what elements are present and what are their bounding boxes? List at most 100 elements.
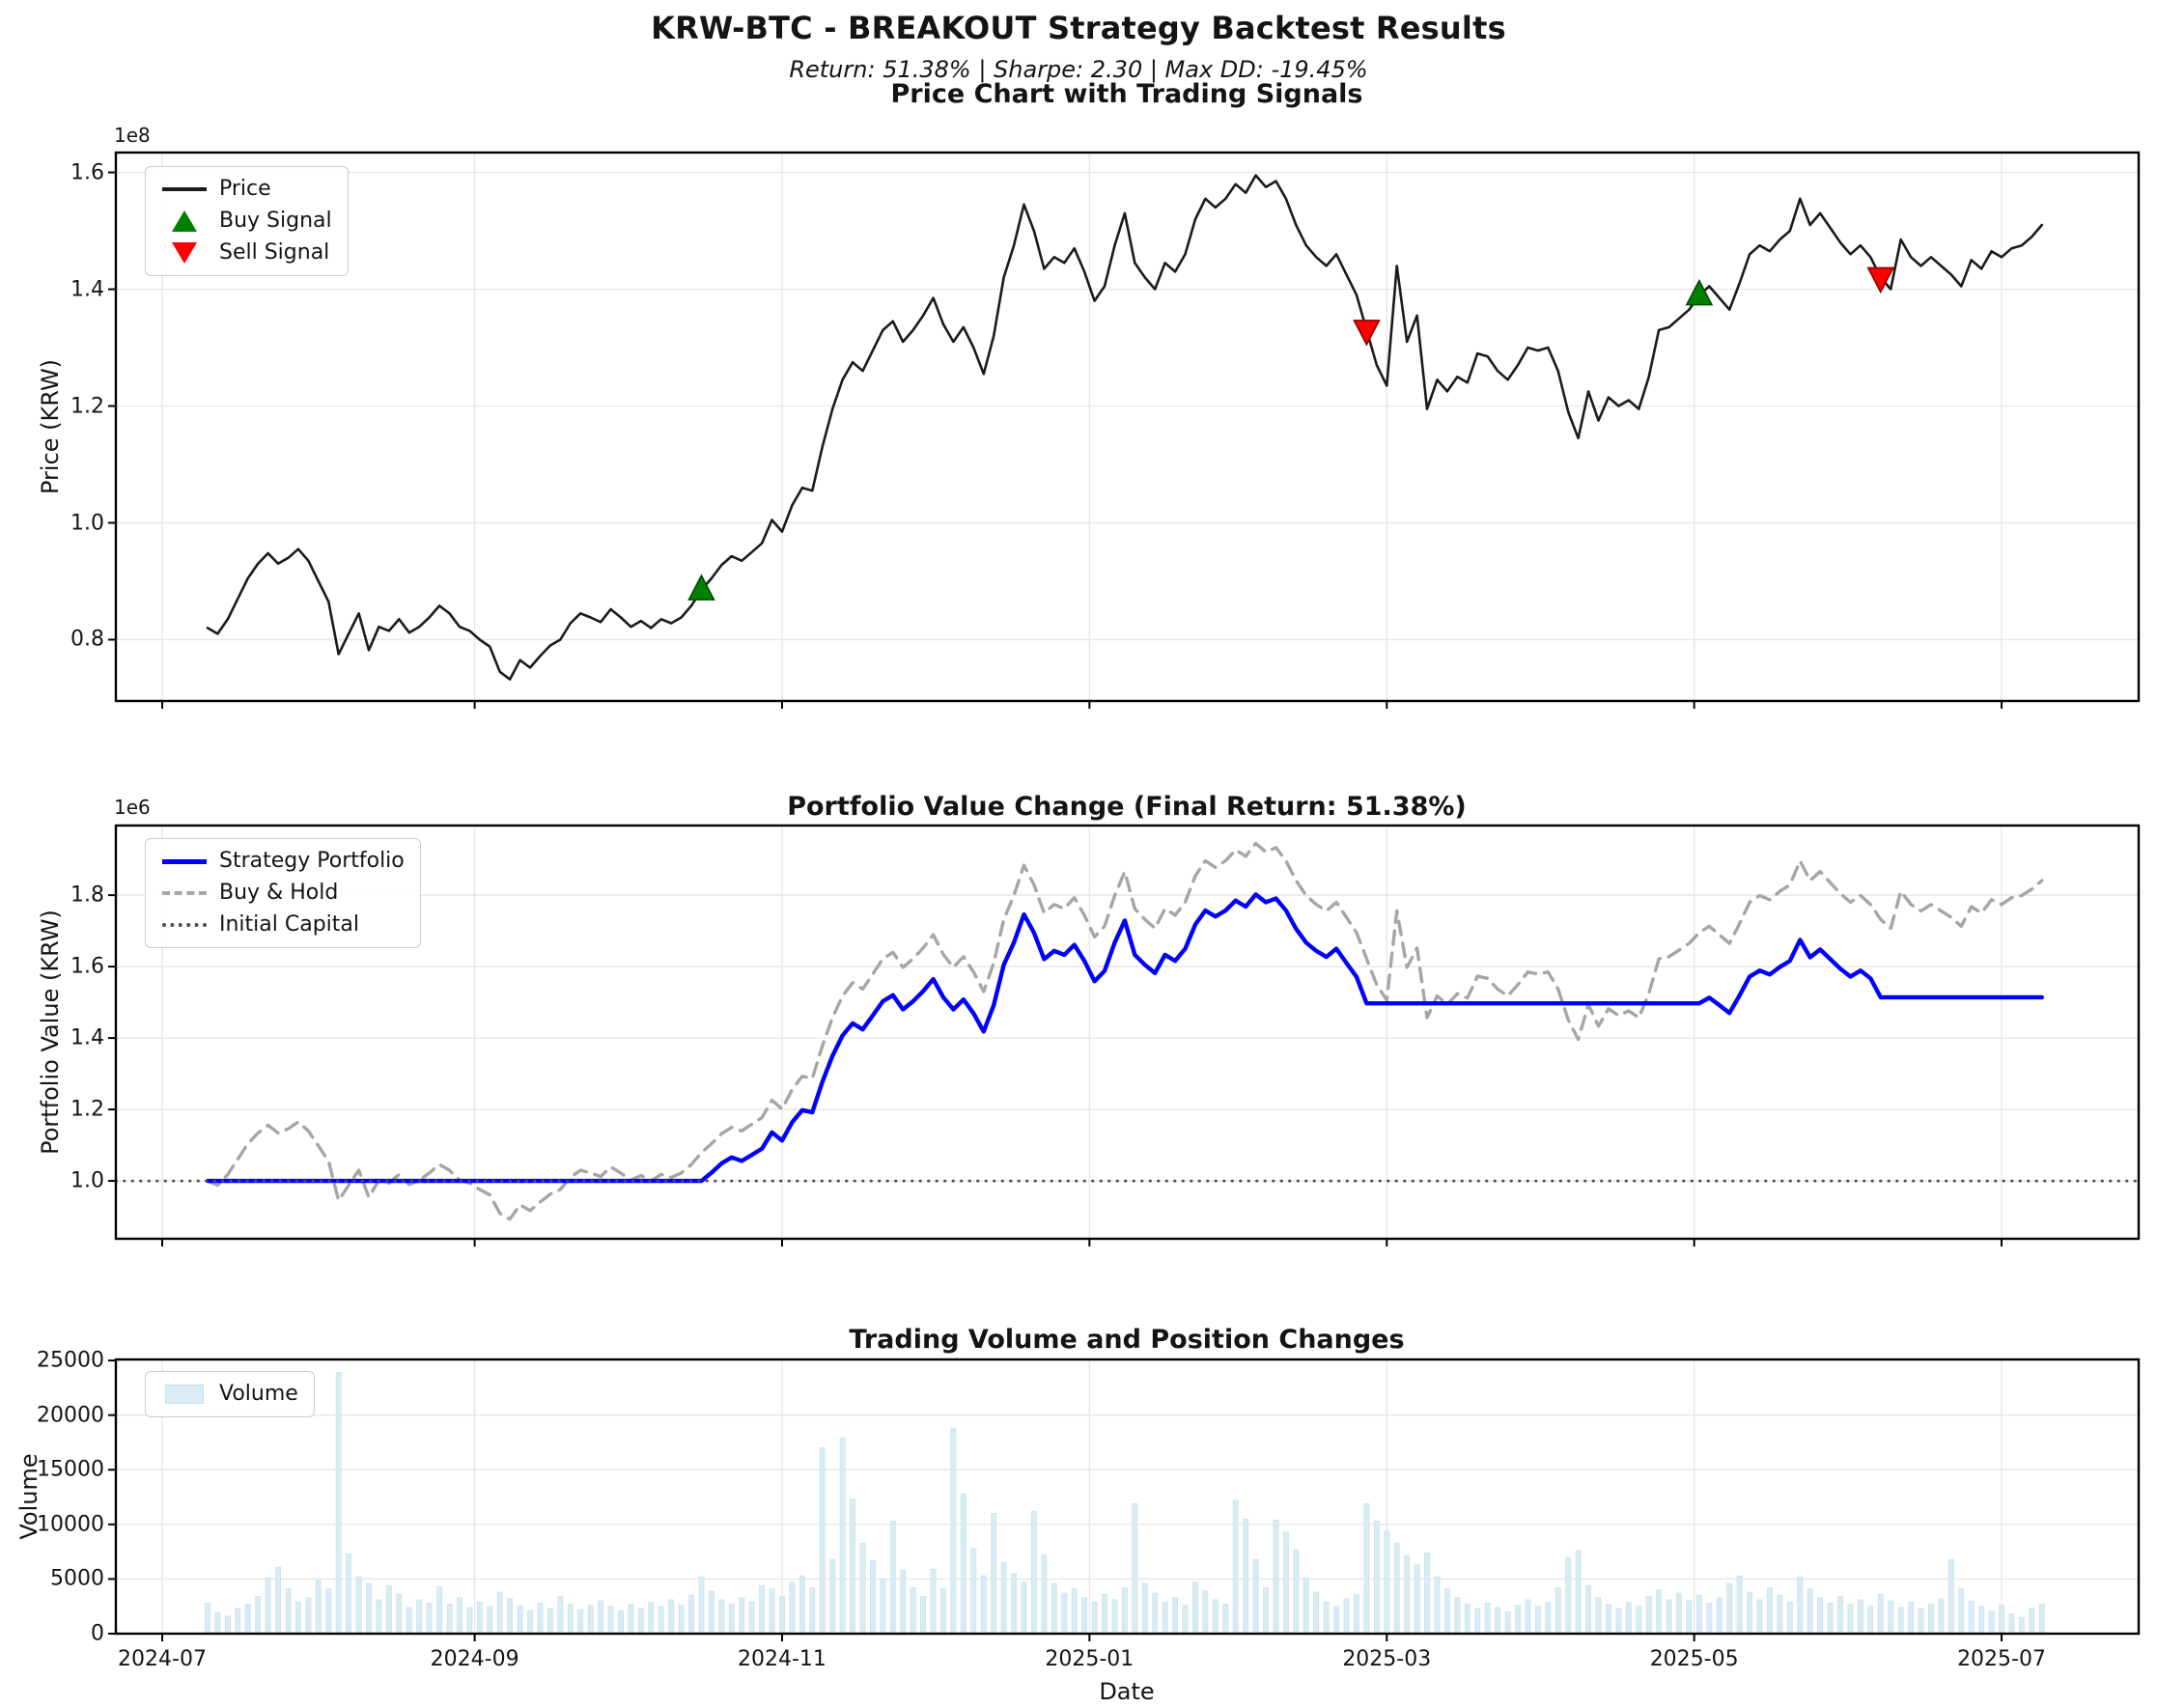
volume-bar: [839, 1438, 846, 1635]
legend-item-buy-signal: Buy Signal: [161, 209, 332, 234]
volume-bar: [587, 1605, 594, 1635]
volume-bar: [325, 1588, 332, 1635]
legend-item-initial-capital: Initial Capital: [161, 912, 405, 938]
volume-bar: [1384, 1530, 1390, 1635]
y-tick-label: 1.4: [70, 1025, 104, 1050]
volume-chart-title: Trading Volume and Position Changes: [849, 1325, 1405, 1355]
volume-bar: [1081, 1597, 1087, 1635]
volume-bar: [1354, 1594, 1359, 1635]
volume-bar: [244, 1604, 251, 1635]
volume-bar: [1444, 1588, 1450, 1635]
volume-bar: [658, 1606, 664, 1635]
y-tick-label: 0.8: [70, 627, 104, 652]
volume-bar: [850, 1498, 855, 1635]
volume-bar: [1000, 1562, 1007, 1635]
strategy-portfolio-line: [205, 892, 2045, 1184]
dotted-line-swatch-icon: [161, 923, 208, 927]
x-tick-label: 2024-11: [738, 1647, 826, 1671]
volume-bar: [2029, 1608, 2035, 1635]
volume-bar: [809, 1587, 816, 1635]
volume-bar: [637, 1608, 644, 1635]
axes-frame: [114, 824, 2141, 1241]
volume-bar: [466, 1607, 473, 1635]
volume-bar: [607, 1606, 614, 1635]
y-tick-label: 1.2: [70, 394, 104, 419]
y-tick-label: 1.4: [70, 277, 104, 302]
legend-label: Buy & Hold: [219, 881, 339, 905]
volume-bar: [527, 1610, 533, 1635]
volume-bar: [708, 1590, 714, 1635]
volume-bar: [1747, 1591, 1752, 1635]
volume-bar: [1888, 1600, 1894, 1635]
volume-bar: [376, 1599, 382, 1635]
volume-bar: [1908, 1601, 1914, 1635]
volume-bar: [728, 1604, 735, 1635]
volume-bar: [1968, 1600, 1975, 1635]
volume-bar: [1847, 1604, 1854, 1635]
x-tick-label: 2025-05: [1649, 1647, 1739, 1671]
sell-triangle-icon: [161, 242, 208, 264]
volume-bar: [940, 1588, 946, 1635]
volume-bar: [1102, 1594, 1107, 1635]
volume-bar: [1212, 1599, 1219, 1635]
y-tick-label: 15000: [37, 1457, 104, 1482]
dashed-line-swatch-icon: [161, 891, 208, 895]
volume-bar: [1877, 1594, 1884, 1635]
volume-bar: [1252, 1558, 1259, 1635]
volume-bar: [618, 1610, 624, 1635]
legend-item-strategy-portfolio: Strategy Portfolio: [161, 849, 405, 874]
sell-signal-marker: [1353, 320, 1381, 347]
volume-bar: [1595, 1597, 1602, 1635]
volume-bar: [1333, 1606, 1339, 1635]
price-chart-title: Price Chart with Trading Signals: [890, 79, 1363, 109]
volume-bar: [255, 1596, 262, 1635]
axes-frame: [114, 1358, 2141, 1636]
volume-bar: [546, 1608, 553, 1635]
volume-bar: [1162, 1601, 1168, 1635]
volume-bar: [1928, 1604, 1934, 1635]
sell-signal-marker: [1866, 266, 1895, 294]
volume-bar: [225, 1615, 231, 1635]
volume-bar: [889, 1521, 896, 1635]
volume-bar: [1263, 1587, 1269, 1635]
volume-bar: [1676, 1592, 1682, 1635]
volume-bar: [1313, 1591, 1320, 1635]
y-tick-label: 1.6: [70, 954, 104, 979]
volume-bar: [1736, 1575, 1743, 1635]
volume-bar: [1071, 1588, 1078, 1635]
volume-bar: [294, 1601, 301, 1635]
y-tick-label: 1.0: [70, 1168, 104, 1193]
volume-bar: [1182, 1605, 1189, 1635]
price-line: [206, 174, 2044, 681]
volume-bar: [2038, 1604, 2045, 1635]
volume-bar: [1636, 1606, 1642, 1635]
volume-bar: [1797, 1576, 1804, 1635]
volume-bar: [1535, 1606, 1541, 1635]
volume-bar: [628, 1604, 634, 1635]
volume-bar: [980, 1575, 987, 1635]
volume-bar: [910, 1587, 916, 1635]
volume-bar: [487, 1606, 493, 1635]
volume-bar: [406, 1607, 412, 1635]
volume-bar: [1817, 1597, 1823, 1635]
legend-label: Volume: [219, 1382, 298, 1406]
volume-bar: [779, 1596, 785, 1635]
volume-bar: [1575, 1550, 1582, 1635]
volume-bar: [1938, 1598, 1945, 1635]
portfolio-chart-title: Portfolio Value Change (Final Return: 51…: [787, 792, 1467, 822]
volume-bar: [819, 1447, 826, 1635]
volume-bar: [1021, 1582, 1027, 1635]
volume-bar: [1172, 1597, 1178, 1635]
volume-bar: [698, 1576, 705, 1635]
volume-bar: [1686, 1600, 1693, 1635]
volume-bar: [1414, 1564, 1420, 1635]
buy-hold-line: [206, 841, 2044, 1221]
y-tick-label: 20000: [37, 1403, 104, 1428]
x-axis-label: Date: [1099, 1678, 1155, 1705]
volume-bar: [305, 1597, 312, 1635]
buy-signal-marker: [687, 574, 715, 601]
volume-bar: [346, 1554, 351, 1635]
legend-item-buy-hold: Buy & Hold: [161, 881, 405, 906]
volume-bar: [285, 1588, 292, 1635]
